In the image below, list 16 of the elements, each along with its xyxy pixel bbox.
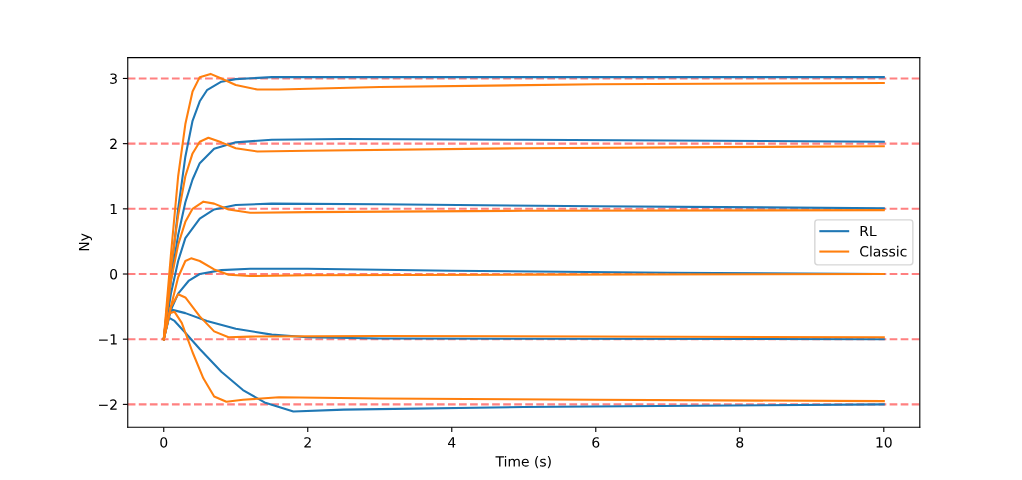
x-tick-label: 10 [876, 437, 892, 448]
y-tick-label: −2 [99, 399, 117, 410]
y-axis-title: Ny [78, 233, 92, 251]
x-tick-label: 0 [160, 437, 168, 448]
legend-label: RL [860, 225, 877, 237]
x-tick-label: 2 [304, 437, 311, 448]
x-tick-label: 6 [592, 437, 600, 448]
legend-label: Classic [860, 245, 907, 257]
y-tick-label: 1 [110, 203, 117, 215]
x-axis-title: Time (s) [495, 455, 551, 469]
x-tick-label: 8 [736, 437, 744, 448]
y-tick-label: 2 [110, 138, 117, 149]
x-tick-label: 4 [448, 437, 456, 448]
y-tick-label: 3 [110, 73, 117, 84]
y-tick-label: 0 [110, 268, 118, 280]
y-tick-label: −1 [99, 334, 117, 345]
